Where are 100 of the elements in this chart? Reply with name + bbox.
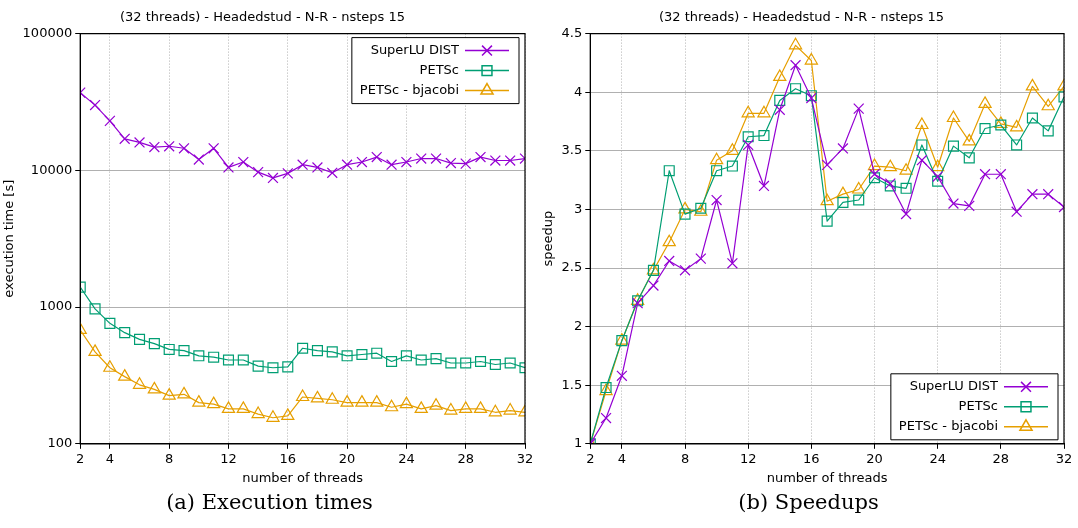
point (399, 396, 414, 409)
point (386, 159, 398, 171)
point (709, 152, 724, 165)
point (415, 354, 427, 366)
point (995, 168, 1007, 180)
point (474, 355, 487, 368)
point (1041, 98, 1055, 111)
point (325, 392, 339, 404)
point (600, 412, 612, 424)
point (356, 348, 368, 361)
x-tick-label: 2 (76, 450, 85, 466)
point (489, 154, 501, 167)
point (852, 181, 866, 194)
point (445, 157, 457, 169)
point (103, 360, 117, 372)
chart-title: (32 threads) - Headedstud - N-R - nsteps 15 (120, 9, 405, 25)
point (1026, 188, 1038, 200)
point (193, 350, 205, 362)
point (208, 142, 220, 154)
point (979, 122, 991, 135)
legend-label: PETSc (958, 398, 998, 414)
x-tick-label: 16 (279, 450, 297, 466)
point (773, 69, 787, 82)
point (132, 377, 147, 389)
point (868, 168, 881, 180)
point (104, 317, 116, 329)
point (429, 398, 443, 410)
point (356, 156, 368, 168)
point (297, 342, 309, 354)
point (726, 257, 738, 269)
point (899, 163, 913, 175)
y-tick-label: 1.5 (561, 376, 583, 392)
point (400, 156, 412, 168)
point (430, 152, 442, 165)
x-tick-label: 32 (516, 450, 534, 466)
point (163, 140, 175, 152)
point (504, 357, 516, 369)
point (663, 165, 675, 177)
x-axis-title: number of threads (766, 469, 888, 485)
point (326, 167, 338, 179)
legend-label: SuperLU DIST (909, 378, 999, 394)
point (340, 395, 354, 407)
point (725, 143, 740, 155)
point (310, 390, 325, 403)
point (371, 151, 383, 163)
x-tick-label: 4 (105, 450, 115, 466)
legend-label: PETSc - bjacobi (359, 81, 459, 97)
point (679, 208, 691, 220)
point (267, 362, 279, 374)
point (147, 381, 162, 394)
point (804, 52, 819, 65)
point (444, 402, 458, 415)
y-tick-label: 3 (573, 200, 583, 216)
point (788, 37, 803, 50)
point (774, 104, 786, 116)
point (662, 234, 676, 247)
point (222, 354, 235, 366)
point (221, 401, 236, 413)
point (868, 172, 881, 184)
point (979, 168, 991, 180)
point (1042, 188, 1054, 200)
point (916, 139, 928, 151)
point (133, 333, 146, 345)
point (962, 133, 976, 146)
point (932, 175, 944, 187)
point (695, 253, 707, 265)
point (679, 264, 691, 276)
y-tick-label: 100 (47, 435, 73, 451)
point (867, 158, 882, 171)
point (821, 215, 833, 227)
point (148, 141, 160, 153)
x-tick-label: 4 (617, 450, 626, 466)
point (663, 255, 675, 267)
point (193, 153, 205, 166)
legend-label: PETSc - bjacobi (898, 418, 998, 434)
point (251, 406, 265, 419)
x-tick-label: 20 (338, 450, 356, 466)
point (489, 358, 501, 371)
legend-label: SuperLU DIST (370, 41, 460, 57)
point (1011, 139, 1023, 151)
point (1042, 125, 1054, 137)
y-tick-label: 1000 (39, 298, 73, 314)
point (163, 343, 175, 355)
point (741, 105, 755, 118)
point (133, 136, 146, 148)
point (900, 182, 912, 194)
point (837, 142, 849, 155)
y-tick-label: 2.5 (561, 259, 583, 275)
point (237, 156, 249, 168)
point (1026, 112, 1038, 124)
point (400, 350, 412, 362)
point (946, 110, 961, 123)
point (89, 99, 101, 111)
point (758, 130, 770, 142)
point (104, 115, 116, 127)
point (295, 389, 310, 402)
point (820, 193, 834, 206)
y-tick-label: 10000 (30, 161, 73, 177)
point (222, 161, 235, 173)
point (341, 159, 353, 171)
